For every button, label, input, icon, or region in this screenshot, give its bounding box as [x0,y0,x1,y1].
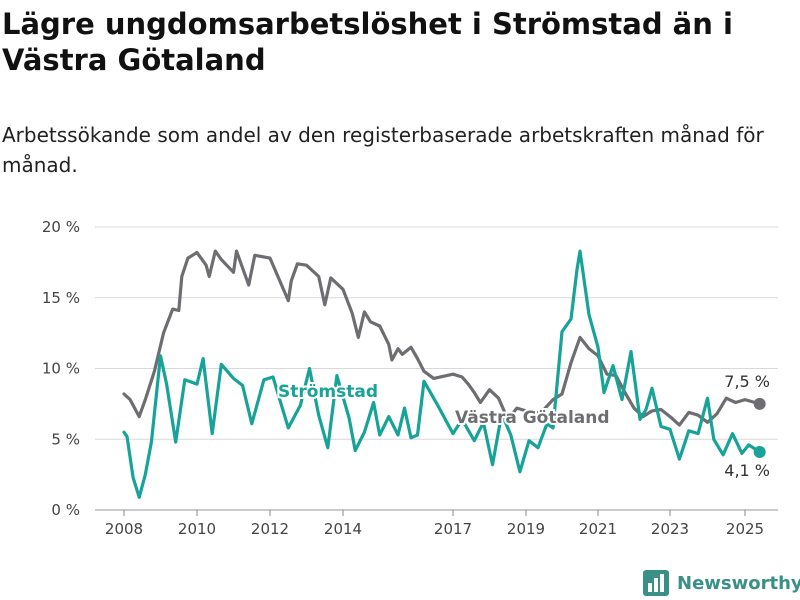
y-tick-label: 0 % [51,501,80,519]
x-tick-label: 2008 [105,520,143,538]
x-tick-label: 2021 [579,520,617,538]
series-line-stromstad [122,249,762,499]
y-tick-label: 20 % [42,218,80,236]
x-tick-label: 2023 [651,520,689,538]
logo-text: Newsworthy [677,572,800,594]
x-tick-label: 2014 [324,520,362,538]
chart-title: Lägre ungdomsarbetslöshet i Strömstad än… [2,7,733,77]
x-tick-label: 2017 [434,520,472,538]
series-label-vastra-gotaland: Västra Götaland [455,408,610,428]
bar-chart-icon [643,570,669,596]
series-line-vastra-gotaland [122,249,762,427]
end-value-label-stromstad: 4,1 % [724,461,770,480]
y-tick-label: 5 % [51,430,80,448]
chart-subtitle: Arbetssökande som andel av den registerb… [2,123,764,177]
newsworthy-logo: Newsworthy [643,568,800,598]
series-label-stromstad: Strömstad [278,382,378,402]
x-tick-label: 2025 [726,520,764,538]
end-point-vastra-gotaland [753,397,766,410]
end-value-label-vastra-gotaland: 7,5 % [724,372,770,391]
x-tick-label: 2012 [251,520,289,538]
x-tick-label: 2010 [178,520,216,538]
y-tick-label: 15 % [42,289,80,307]
end-point-stromstad [753,445,766,458]
x-tick-label: 2019 [507,520,545,538]
y-tick-label: 10 % [42,360,80,378]
